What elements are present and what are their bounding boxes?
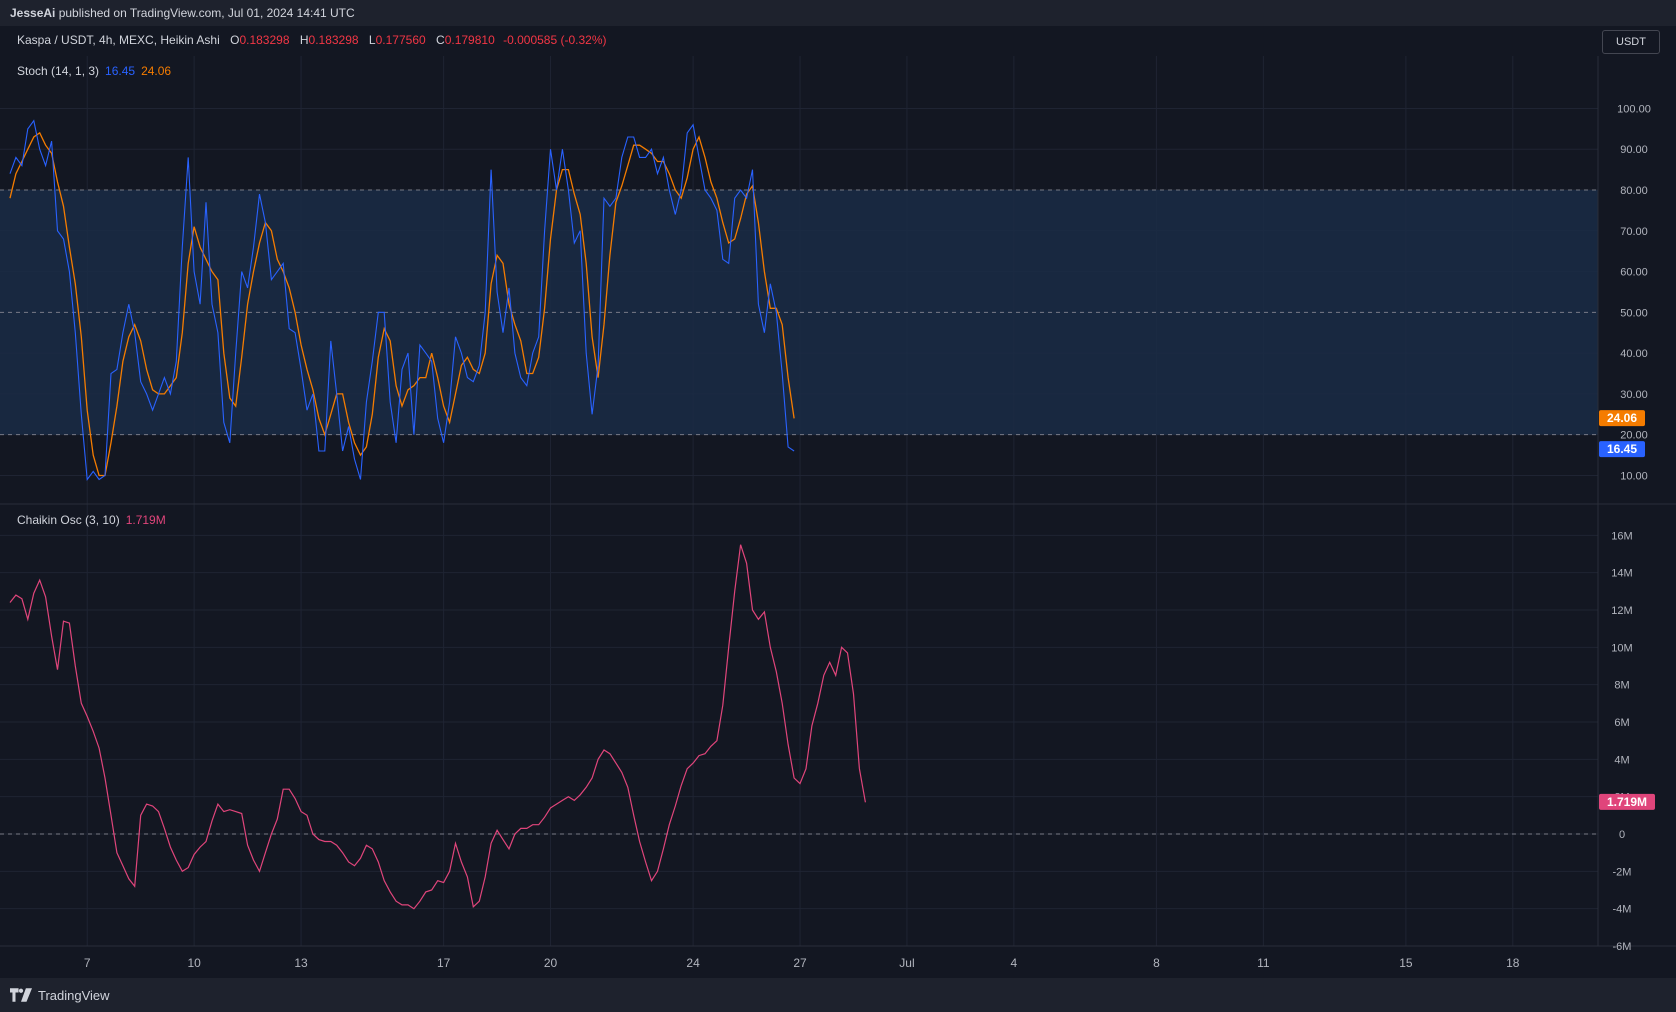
chaikin-osc-line xyxy=(9,544,866,910)
footer-branding[interactable]: TradingView xyxy=(10,985,110,1005)
x-tick-8: 4 xyxy=(1011,956,1018,970)
last-value-labels: 24.06 16.45 1.719M xyxy=(1599,410,1655,810)
chaikin-y-tick-1: 14M xyxy=(1611,568,1632,580)
x-tick-6: 27 xyxy=(793,956,807,970)
currency-button[interactable]: USDT xyxy=(1602,30,1660,54)
stoch-d-last-label-bg xyxy=(1599,410,1645,427)
chart-canvas[interactable]: 100.00 90.00 80.00 70.00 60.00 50.00 40.00 30.0… xyxy=(0,26,1676,978)
chaikin-y-tick-8: 0 xyxy=(1619,829,1625,841)
stoch-y-tick-3: 70.00 xyxy=(1620,226,1648,238)
stoch-k-line xyxy=(9,119,795,481)
x-tick-7: Jul xyxy=(899,956,914,970)
chaikin-y-tick-0: 16M xyxy=(1611,530,1632,542)
stoch-y-tick-9: 10.00 xyxy=(1620,470,1648,482)
change-value: -0.000585 (-0.32%) xyxy=(503,33,607,47)
stoch-d-legend-value: 24.06 xyxy=(141,64,172,78)
stoch-d-line xyxy=(9,131,795,477)
stoch-y-tick-2: 80.00 xyxy=(1620,185,1648,197)
x-tick-2: 13 xyxy=(294,956,308,970)
open-value: 0.183298 xyxy=(239,33,290,47)
chart-frame[interactable]: 100.00 90.00 80.00 70.00 60.00 50.00 40.00 30.0… xyxy=(0,26,1676,978)
chaikin-y-tick-10: -4M xyxy=(1613,904,1632,916)
x-tick-0: 7 xyxy=(84,956,91,970)
symbol-title[interactable]: Kaspa / USDT, 4h, MEXC, Heikin Ashi xyxy=(17,33,220,47)
publish-info: published on TradingView.com, Jul 01, 20… xyxy=(55,6,355,20)
high-value: 0.183298 xyxy=(308,33,359,47)
x-tick-12: 18 xyxy=(1506,956,1520,970)
stoch-price-axis[interactable]: 100.00 90.00 80.00 70.00 60.00 50.00 40.00 30.0… xyxy=(1617,103,1651,482)
stoch-y-tick-8: 20.00 xyxy=(1620,430,1648,442)
chaikin-y-tick-3: 10M xyxy=(1611,642,1632,654)
stoch-d-last-label: 24.06 xyxy=(1607,411,1637,425)
stoch-legend[interactable]: Stoch (14, 1, 3) 16.45 24.06 xyxy=(17,64,171,78)
stoch-y-tick-1: 90.00 xyxy=(1620,144,1648,156)
chaikin-last-label: 1.719M xyxy=(1607,795,1647,809)
chaikin-y-tick-11: -6M xyxy=(1613,941,1632,953)
stoch-k-last-label: 16.45 xyxy=(1607,442,1637,456)
stoch-y-tick-0: 100.00 xyxy=(1617,103,1651,115)
open-label: O xyxy=(230,33,240,47)
time-axis[interactable]: 7 10 13 17 20 24 27 Jul 4 8 11 15 18 xyxy=(84,956,1520,970)
stoch-overbought-oversold-band xyxy=(0,190,1598,435)
x-tick-3: 17 xyxy=(437,956,451,970)
chaikin-y-tick-2: 12M xyxy=(1611,605,1632,617)
stoch-k-last-label-bg xyxy=(1599,441,1645,458)
chaikin-y-tick-9: -2M xyxy=(1613,866,1632,878)
stoch-y-tick-5: 50.00 xyxy=(1620,307,1648,319)
tradingview-logo-icon xyxy=(10,988,32,1002)
high-label: H xyxy=(299,33,309,47)
chaikin-y-tick-4: 8M xyxy=(1614,680,1629,692)
stoch-legend-title: Stoch (14, 1, 3) xyxy=(17,64,100,78)
close-value: 0.179810 xyxy=(444,33,495,47)
chaikin-last-label-bg xyxy=(1599,793,1655,810)
x-tick-1: 10 xyxy=(187,956,201,970)
x-tick-5: 24 xyxy=(686,956,700,970)
x-tick-4: 20 xyxy=(544,956,558,970)
stoch-y-tick-7: 30.00 xyxy=(1620,389,1648,401)
symbol-info-bar: Kaspa / USDT, 4h, MEXC, Heikin Ashi O0.1… xyxy=(17,33,607,47)
chaikin-legend[interactable]: Chaikin Osc (3, 10) 1.719M xyxy=(17,513,166,527)
chart-background xyxy=(0,26,1676,978)
stoch-y-tick-4: 60.00 xyxy=(1620,267,1648,279)
footer-brand-name: TradingView xyxy=(38,987,110,1003)
x-tick-11: 15 xyxy=(1399,956,1413,970)
chaikin-y-tick-6: 4M xyxy=(1614,754,1629,766)
chaikin-legend-value: 1.719M xyxy=(125,513,166,527)
low-label: L xyxy=(368,33,376,47)
chaikin-legend-title: Chaikin Osc (3, 10) xyxy=(17,513,120,527)
chaikin-y-tick-5: 6M xyxy=(1614,717,1629,729)
author-name[interactable]: JesseAi xyxy=(10,6,56,20)
stoch-k-legend-value: 16.45 xyxy=(105,64,136,78)
level-lines xyxy=(0,189,1598,835)
x-tick-9: 8 xyxy=(1153,956,1160,970)
close-label: C xyxy=(436,33,445,47)
low-value: 0.177560 xyxy=(375,33,426,47)
x-tick-10: 11 xyxy=(1257,956,1270,970)
publish-header: JesseAi published on TradingView.com, Ju… xyxy=(10,6,355,20)
stoch-y-tick-6: 40.00 xyxy=(1620,348,1648,360)
